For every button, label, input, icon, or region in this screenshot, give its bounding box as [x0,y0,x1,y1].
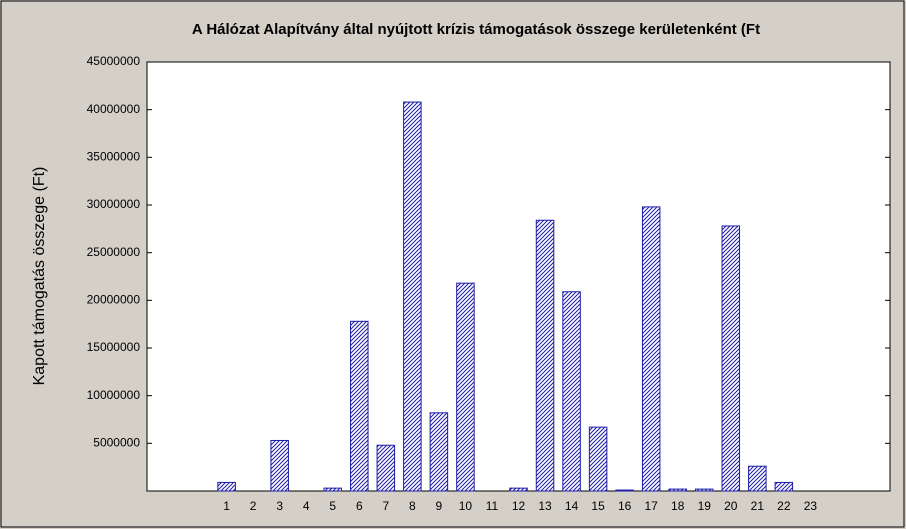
x-tick-label: 15 [591,499,605,513]
bar [668,488,687,492]
x-tick-label: 11 [486,499,499,513]
bar [535,219,555,492]
x-tick-label: 12 [512,499,526,513]
bar [376,444,396,492]
x-tick-label: 22 [777,499,791,513]
chart-title: A Hálózat Alapítvány által nyújtott kríz… [192,21,760,38]
x-tick-label: 17 [644,499,658,513]
plot-area [146,61,891,492]
x-tick-label: 10 [459,499,473,513]
x-tick-label: 4 [303,499,310,513]
bar [641,206,661,492]
x-tick-label: 1 [223,499,230,513]
y-tick-label: 20000000 [87,293,141,307]
x-tick-label: 9 [436,499,443,513]
x-tick-label: 6 [356,499,363,513]
bar [350,320,369,492]
bar [509,487,528,492]
y-tick-label: 45000000 [87,54,141,68]
y-tick-label: 35000000 [87,150,141,164]
bar [615,489,634,492]
x-tick-label: 3 [276,499,283,513]
bar [721,225,741,492]
x-tick-label: 14 [565,499,579,513]
bar [217,481,236,492]
bar [748,465,767,492]
y-tick-label: 5000000 [93,436,140,450]
y-tick-label: 40000000 [87,102,141,116]
bar [588,426,608,492]
y-tick-label: 30000000 [87,197,141,211]
bar [323,487,343,492]
y-tick-label: 25000000 [87,245,141,259]
x-tick-label: 5 [329,499,336,513]
bar [562,291,581,492]
x-tick-label: 13 [538,499,552,513]
bar [456,282,475,492]
x-tick-label: 18 [671,499,685,513]
x-tick-label: 7 [382,499,389,513]
y-tick-label: 15000000 [87,340,141,354]
bar [403,101,422,492]
x-tick-label: 23 [804,499,818,513]
x-tick-label: 20 [724,499,738,513]
x-tick-label: 8 [409,499,416,513]
bar [774,481,794,492]
y-tick-label: 10000000 [87,388,141,402]
x-tick-label: 19 [698,499,712,513]
bar [429,412,449,492]
y-axis-label: Kapott támogatás összege (Ft) [31,167,48,386]
x-tick-label: 2 [250,499,257,513]
x-tick-label: 21 [751,499,765,513]
bar [694,488,714,492]
x-tick-label: 16 [618,499,632,513]
bar [270,439,289,492]
